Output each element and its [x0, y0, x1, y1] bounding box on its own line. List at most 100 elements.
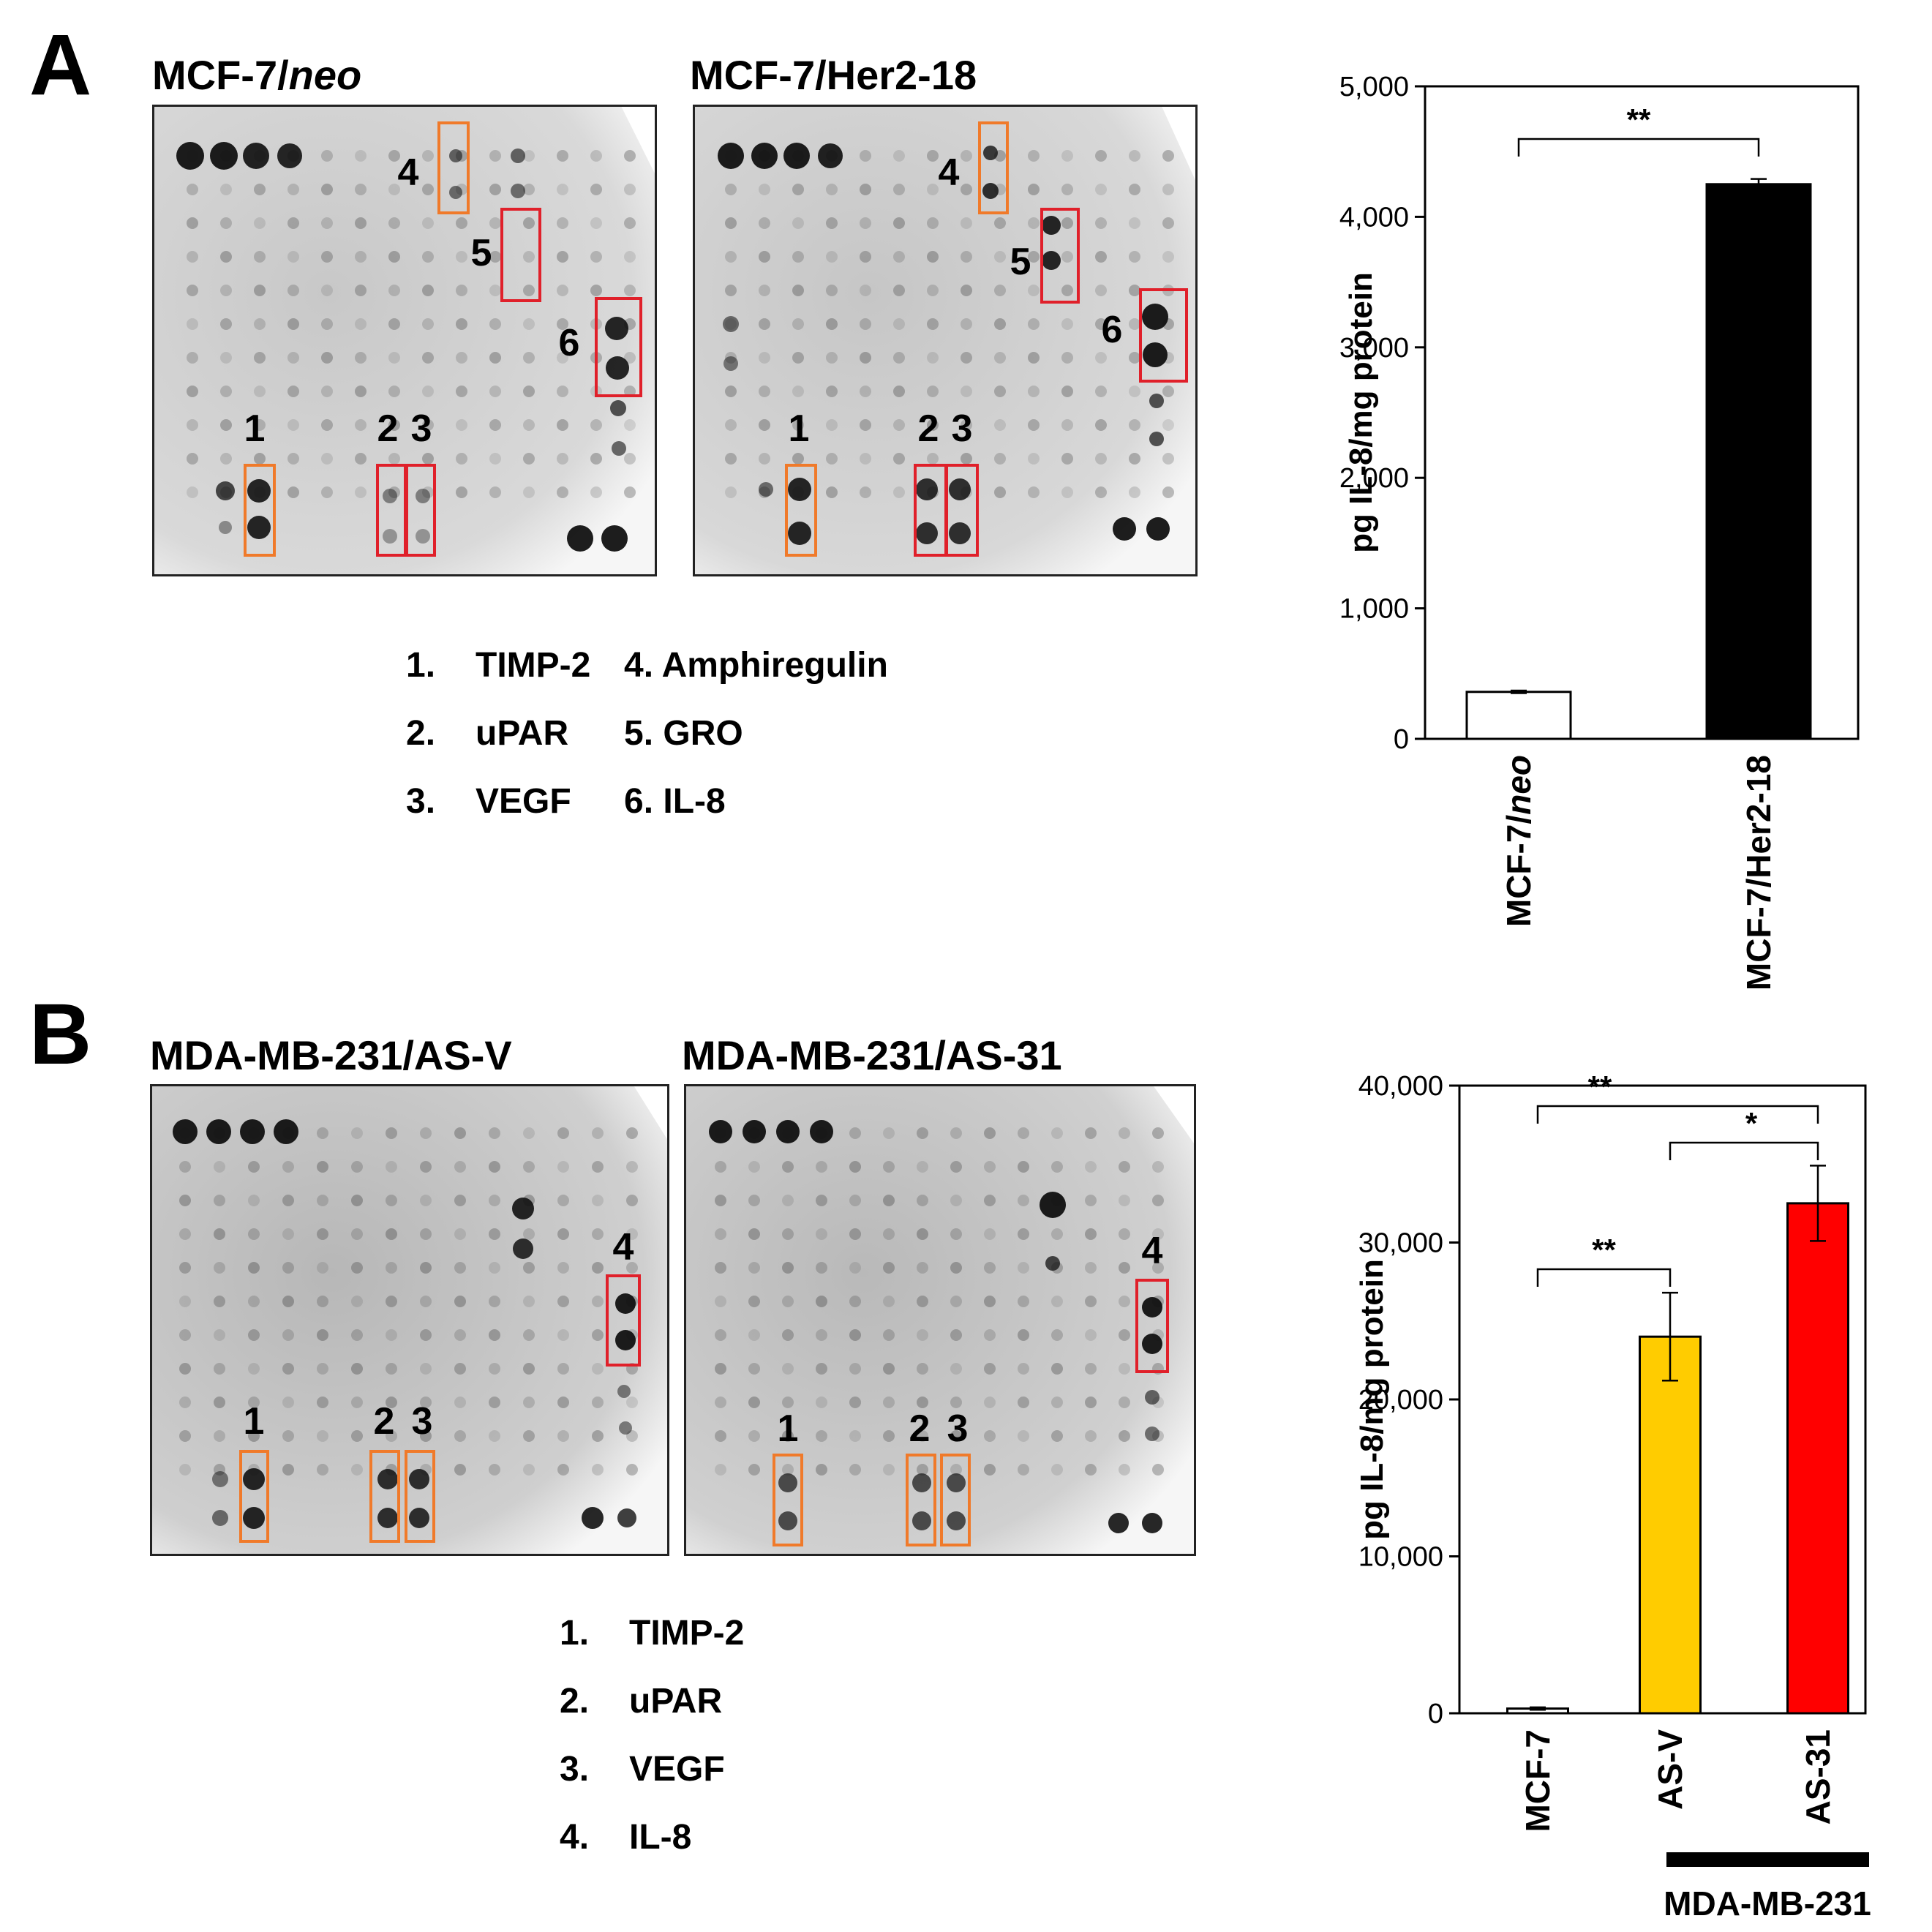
blot-spot-faint: [1085, 1296, 1097, 1307]
blot-spot-faint: [422, 184, 434, 195]
blot-spot: [1149, 394, 1164, 408]
blot-spot-faint: [179, 1262, 191, 1274]
legend-num: 3.: [560, 1750, 590, 1789]
blot-spot-faint: [351, 1127, 363, 1139]
blot-spot-faint: [961, 251, 972, 263]
blot-spot-faint: [849, 1195, 861, 1206]
blot-spot: [723, 316, 739, 332]
blot-spot-faint: [220, 386, 232, 397]
blot-marker-label: 5: [471, 232, 492, 274]
blot-spot-faint: [816, 1397, 827, 1408]
blot-spot-faint: [883, 1161, 895, 1173]
blot-spot-faint: [386, 1430, 397, 1442]
blot-spot-faint: [282, 1228, 294, 1240]
blot-spot-faint: [557, 1329, 569, 1341]
blot-spot: [212, 1510, 228, 1526]
blot-border: [693, 105, 1198, 576]
blot-spot-faint: [826, 419, 838, 431]
blot-spot-faint: [1018, 1127, 1029, 1139]
blot-spot-faint: [984, 1228, 996, 1240]
legend-num: 1.: [560, 1614, 590, 1653]
blot-spot-faint: [917, 1363, 928, 1375]
blot-spot: [377, 1469, 398, 1489]
blot-spot-faint: [592, 1195, 604, 1206]
blot-spot-faint: [1018, 1296, 1029, 1307]
blot-spot-faint: [1051, 1397, 1063, 1408]
blot-spot-faint: [355, 419, 367, 431]
blot-spot-faint: [748, 1195, 760, 1206]
blot-spot-faint: [715, 1228, 726, 1240]
blot-spot-faint: [883, 1296, 895, 1307]
blot-spot-faint: [984, 1363, 996, 1375]
blot-spot-faint: [826, 318, 838, 330]
blot-spot-faint: [883, 1464, 895, 1476]
blot-spot-faint: [1095, 217, 1107, 229]
blot-spot-faint: [592, 1464, 604, 1476]
blot-spot-faint: [883, 1127, 895, 1139]
blot-spot-faint: [759, 419, 770, 431]
blot-marker-label: 2: [374, 1400, 395, 1443]
blot-spot-faint: [826, 352, 838, 364]
blot-spot-faint: [961, 184, 972, 195]
blot-spot-faint: [214, 1262, 225, 1274]
blot-spot-faint: [187, 352, 198, 364]
blot-spot-faint: [590, 285, 602, 296]
blot-spot-faint: [759, 352, 770, 364]
blot-spot-faint: [950, 1363, 962, 1375]
blot-spot-faint: [759, 217, 770, 229]
x-tick-label: AS-31: [1799, 1729, 1837, 1824]
blot-spot: [776, 1120, 800, 1143]
blot-spot-faint: [792, 419, 804, 431]
blot-spot-faint: [489, 1195, 500, 1206]
blot-spot-faint: [489, 419, 501, 431]
blot-spot-faint: [748, 1296, 760, 1307]
blot-spot-faint: [961, 150, 972, 162]
blot-spot-faint: [715, 1161, 726, 1173]
blot-spot-faint: [590, 150, 602, 162]
blot-spot-faint: [860, 184, 871, 195]
blot-spot-faint: [1129, 285, 1140, 296]
y-tick-label: 0: [1428, 1699, 1443, 1729]
blot-marker-label: 1: [789, 407, 810, 450]
blot-spot-faint: [523, 1329, 535, 1341]
blot-spot-faint: [927, 285, 939, 296]
blot-spot-faint: [254, 453, 266, 465]
legend-b-item: 4. IL-8: [560, 1817, 691, 1857]
blot-spot-faint: [321, 453, 333, 465]
blot-spot: [759, 482, 773, 497]
blot-spot-faint: [1119, 1464, 1130, 1476]
blot-spot-faint: [715, 1397, 726, 1408]
blot-spot: [1142, 1334, 1162, 1354]
blot-spot-faint: [287, 386, 299, 397]
blot-spot-faint: [1129, 486, 1140, 498]
blot-spot-faint: [1028, 486, 1040, 498]
blot-spot-faint: [1119, 1329, 1130, 1341]
blot-spot-faint: [386, 1195, 397, 1206]
blot-spot-faint: [557, 285, 568, 296]
legend-name: TIMP-2: [476, 646, 591, 685]
legend-num: 1.: [406, 646, 436, 685]
blot-spot-faint: [386, 1397, 397, 1408]
blot-spot-faint: [759, 285, 770, 296]
blot-spot-faint: [950, 1430, 962, 1442]
blot-spot-faint: [214, 1397, 225, 1408]
blot-spot-faint: [1028, 251, 1040, 263]
blot-spot-faint: [1119, 1430, 1130, 1442]
y-tick-label: 2,000: [1339, 463, 1409, 494]
blot-b-right-title: MDA-MB-231/AS-31: [682, 1032, 1062, 1078]
blot-spot: [1149, 432, 1164, 446]
blot-spot-faint: [557, 318, 568, 330]
blot-spot-faint: [489, 1296, 500, 1307]
blot-spot: [818, 143, 843, 168]
blot-spot-faint: [1018, 1464, 1029, 1476]
blot-spot-faint: [725, 486, 737, 498]
blot-spot-faint: [386, 1329, 397, 1341]
blot-spot: [1042, 216, 1061, 235]
blot-spot-faint: [883, 1228, 895, 1240]
blot-spot-faint: [782, 1397, 794, 1408]
blot-spot-faint: [317, 1397, 328, 1408]
blot-spot-faint: [893, 184, 905, 195]
blot-spot-faint: [984, 1161, 996, 1173]
legend-name: TIMP-2: [629, 1614, 745, 1653]
legend-num: 6.: [624, 782, 654, 821]
